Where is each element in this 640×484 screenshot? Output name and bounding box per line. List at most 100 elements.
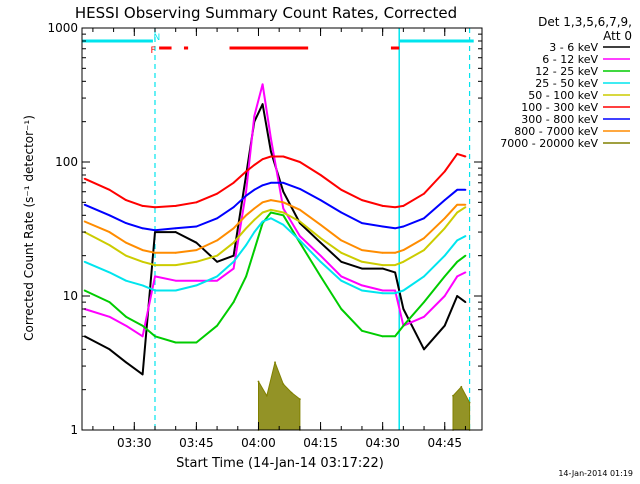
series-2-point-10 [253, 249, 256, 252]
series-1-point-4 [154, 275, 156, 278]
series-0-point-7 [216, 260, 218, 263]
series-7-point-23 [456, 203, 459, 206]
series-1-point-16 [340, 275, 343, 278]
series-2-point-23 [456, 260, 459, 263]
series-2-point-9 [245, 275, 247, 278]
series-0-point-3 [141, 373, 144, 376]
series-4-point-9 [245, 227, 247, 230]
series-8-point-1 [257, 380, 260, 383]
series-5-point-17 [361, 199, 363, 201]
x-tick-label-5: 04:45 [427, 436, 462, 450]
series-2-point-24 [464, 254, 467, 257]
series-7-point-20 [402, 249, 405, 252]
series-1-point-3 [141, 335, 144, 338]
series-7-point-3 [141, 249, 144, 252]
series-0-point-22 [443, 324, 446, 327]
series-2-point-0 [83, 289, 86, 292]
series-7-point-8 [232, 227, 235, 230]
series-3-point-9 [245, 244, 247, 246]
series-2-point-3 [141, 324, 144, 327]
series-7-point-14 [298, 208, 301, 211]
series-0-point-9 [245, 174, 247, 176]
series-3-point-6 [195, 284, 198, 287]
annotation-label-n: N [154, 33, 161, 43]
plot-area: NF 1 10 100 1000 03:30 03:45 04:00 04:15 04:30 04:… [47, 21, 483, 450]
series-0-point-16 [340, 260, 343, 263]
series-7-point-6 [195, 249, 198, 252]
series-6-point-24 [464, 188, 467, 191]
series-4-point-6 [195, 260, 198, 263]
series-6-point-20 [402, 225, 405, 228]
series-5-point-13 [282, 155, 285, 158]
series-7-point-19 [394, 251, 396, 254]
series-1-point-6 [195, 279, 198, 282]
series-3-point-24 [464, 235, 467, 237]
series-6-point-22 [443, 199, 446, 201]
series-5-point-12 [269, 155, 272, 158]
series-2-point-18 [381, 335, 384, 338]
series-6-point-1 [108, 214, 111, 217]
series-1-point-2 [125, 324, 127, 327]
series-5-point-14 [298, 161, 301, 163]
series-0-point-12 [269, 150, 272, 153]
series-5-point-6 [195, 201, 198, 204]
series-2-point-22 [443, 275, 446, 278]
series-5-point-1 [108, 188, 111, 191]
series-6-point-9 [245, 194, 247, 197]
series-2-point-20 [402, 324, 405, 327]
series-0-point-18 [381, 267, 384, 270]
series-1-point-11 [261, 83, 264, 86]
series-4-point-14 [298, 220, 301, 223]
series-2-point-1 [108, 301, 111, 304]
series-5-point-7 [216, 192, 218, 195]
series-8-point-3 [274, 361, 276, 364]
series-2-point-4 [154, 335, 156, 338]
series-0-point-8 [232, 254, 235, 257]
series-8-point-4 [282, 383, 285, 386]
series-1-point-7 [216, 279, 218, 282]
series-7-point-24 [464, 203, 467, 206]
series-4-point-12 [269, 208, 272, 211]
series-5-point-9 [245, 170, 247, 173]
series-2-point-7 [216, 324, 218, 327]
series-8-point-6 [298, 398, 301, 401]
x-axis-label: Start Time (14-Jan-14 03:17:22) [176, 456, 384, 471]
series-6-point-0 [83, 203, 86, 206]
series-6-point-21 [423, 217, 425, 220]
series-4-point-19 [394, 264, 396, 267]
series-1-point-13 [282, 207, 285, 210]
series-3-point-4 [154, 289, 156, 292]
chart-title: HESSI Observing Summary Count Rates, Cor… [75, 4, 457, 22]
series-5-point-22 [443, 170, 446, 173]
series-0-point-11 [261, 103, 264, 106]
series-2-point-19 [394, 335, 396, 338]
series-7-point-1 [108, 231, 111, 233]
series-4-point-1 [108, 244, 111, 246]
series-1-point-10 [253, 115, 256, 118]
series-5-point-15 [319, 174, 322, 176]
series-5-point-19 [394, 206, 396, 209]
legend-heading-line-2: Att 0 [603, 29, 632, 43]
series-8-point-5 [290, 391, 293, 394]
series-6-point-11 [261, 184, 264, 187]
series-1-point-5 [174, 279, 177, 282]
series-5-point-18 [381, 205, 384, 207]
series-3-point-22 [443, 254, 446, 257]
series-1-point-18 [381, 289, 384, 292]
series-7-point-13 [282, 201, 285, 204]
y-tick-label-1: 10 [63, 289, 78, 303]
series-7-point-2 [125, 241, 127, 244]
series-2-point-5 [174, 341, 177, 344]
series-4-point-4 [154, 264, 156, 267]
series-4-point-18 [381, 264, 384, 267]
series-4-point-11 [261, 211, 264, 214]
series-4-point-2 [125, 254, 127, 257]
series-7-point-0 [83, 220, 86, 223]
series-0-point-20 [402, 308, 405, 310]
series-7-point-17 [361, 249, 363, 252]
x-tick-label-1: 03:45 [179, 436, 214, 450]
series-0-point-23 [456, 295, 459, 297]
legend-label-5: 100 - 300 keV [521, 101, 598, 114]
